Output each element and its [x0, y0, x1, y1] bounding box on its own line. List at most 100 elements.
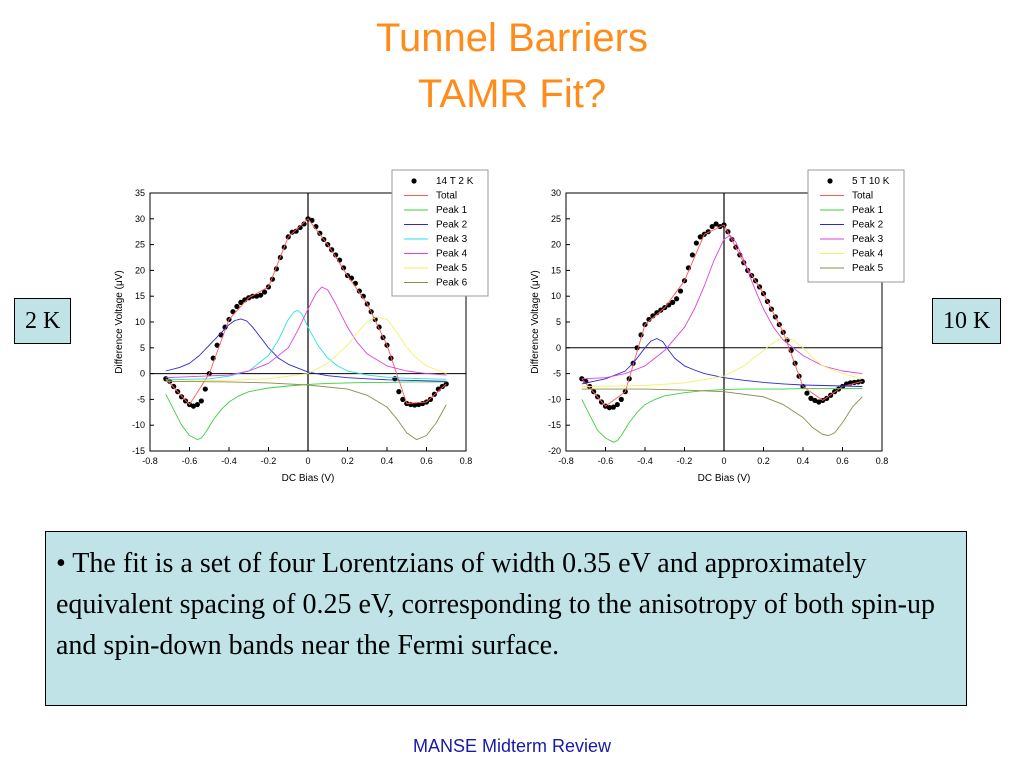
chart2-y-tick-label: 15	[551, 265, 561, 275]
chart1-legend-label: 14 T 2 K	[436, 176, 474, 187]
chart1-data-point	[333, 252, 339, 258]
chart2-legend-label: Total	[852, 191, 873, 202]
chart2-data-point	[614, 401, 620, 408]
slide-title-line1: Tunnel Barriers	[376, 16, 648, 60]
chart2-data-point	[709, 223, 715, 230]
chart2-series-line-3	[581, 338, 863, 387]
chart1-x-tick-label: 0.2	[341, 456, 354, 466]
chart1-data-point	[254, 293, 260, 299]
chart1-legend-label: Peak 6	[436, 278, 468, 289]
chart2-data-point	[816, 399, 822, 405]
chart1-legend-label: Peak 5	[436, 263, 468, 274]
chart1-data-point	[416, 401, 422, 408]
chart1-legend-label: Peak 4	[436, 249, 468, 260]
chart1-legend-marker	[411, 178, 417, 184]
chart1-series-line-3	[165, 318, 447, 382]
chart1-x-tick-label: -0.4	[221, 456, 237, 466]
chart2-data-point	[646, 316, 652, 323]
chart1-data-point	[427, 396, 434, 402]
chart1-legend-label: Peak 1	[436, 205, 468, 216]
chart2-data-point	[812, 397, 818, 404]
chart2-data-point	[693, 240, 699, 246]
chart2-y-tick-label: 30	[551, 188, 561, 198]
chart1-data-point	[238, 299, 244, 305]
chart1-y-tick-label: -10	[132, 420, 145, 430]
chart-10k: -0.8 -0.6 -0.4 -0.2 0 0.2 0.4 0.6 0.8 -20 -15 -10 -5…	[530, 169, 905, 484]
chart2-data-point	[697, 234, 703, 240]
footer: MANSE Midterm Review	[412, 736, 612, 756]
chart1-data-point	[392, 376, 398, 382]
chart2-legend-box	[807, 169, 905, 283]
chart1-legend-box	[391, 169, 489, 297]
bullet-text: • The fit is a set of four Lorentzians o…	[56, 548, 935, 661]
explanation-textbox: • The fit is a set of four Lorentzians o…	[45, 531, 967, 706]
chart1-data-point	[198, 398, 204, 404]
chart2-x-tick-label: 0.4	[797, 456, 810, 466]
chart2-y-tick-label: 20	[551, 240, 561, 250]
chart1-data-point	[214, 342, 220, 348]
chart2-data-point	[713, 221, 719, 227]
chart1-data-point	[179, 394, 185, 400]
chart2-data-point	[689, 252, 695, 258]
chart1-data-point	[356, 288, 362, 294]
chart2-data-point	[658, 307, 664, 313]
chart1-x-tick-label: -0.6	[182, 456, 198, 466]
chart2-x-tick-label: 0	[721, 456, 726, 466]
chart1-legend-label: Total	[436, 191, 457, 202]
chart1-data-point	[301, 221, 307, 227]
chart2-y-axis-label: Difference Voltage (μV)	[530, 270, 541, 373]
chart1-x-tick-label: 0	[305, 456, 310, 466]
chart1-x-tick-label: -0.2	[261, 456, 277, 466]
temperature-label-10k: 10 K	[932, 298, 1002, 344]
chart2-y-tick-label: -10	[548, 394, 561, 404]
chart1-data-point	[396, 389, 402, 395]
chart1-data-point	[352, 280, 358, 286]
chart1-data-point	[439, 383, 445, 390]
chart2-data-point	[804, 390, 810, 396]
chart2-series-line-5	[581, 337, 863, 387]
chart1-y-tick-label: 15	[135, 291, 145, 301]
chart1-legend-label: Peak 2	[436, 220, 468, 231]
chart2-series-line-1	[581, 224, 863, 407]
chart1-x-tick-label: -0.8	[142, 456, 158, 466]
chart1-data-point	[261, 289, 268, 295]
chart2-x-tick-label: -0.8	[558, 456, 574, 466]
chart1-data-point	[412, 402, 418, 408]
chart2-legend-label: Peak 4	[852, 249, 884, 260]
chart2-data-point	[670, 299, 676, 305]
chart2-legend-marker	[827, 178, 833, 184]
chart2-y-tick-label: 25	[551, 214, 561, 224]
chart2-legend-label: Peak 1	[852, 205, 884, 216]
chart1-data-point	[293, 228, 299, 234]
slide-title-line2: TAMR Fit?	[417, 72, 607, 116]
chart2-x-tick-label: -0.6	[598, 456, 614, 466]
chart2-data-point	[674, 296, 680, 302]
chart1-data-point	[297, 224, 303, 231]
chart2-y-tick-label: 10	[551, 291, 561, 301]
chart2-y-tick-label: 0	[556, 343, 561, 353]
chart1-series-line-4	[165, 310, 447, 381]
chart1-series-line-7	[165, 380, 447, 441]
chart2-data-point	[808, 395, 814, 401]
chart2-legend-label: Peak 2	[852, 220, 884, 231]
chart1-y-tick-label: 0	[140, 369, 145, 379]
chart2-x-tick-label: 0.2	[757, 456, 770, 466]
chart2-x-tick-label: 0.8	[876, 456, 889, 466]
chart1-y-tick-label: 35	[135, 188, 145, 198]
chart1-x-tick-label: 0.4	[381, 456, 394, 466]
chart1-data-point	[360, 293, 366, 299]
chart1-series-line-6	[165, 316, 447, 382]
chart1-y-tick-label: 30	[135, 214, 145, 224]
chart2-y-tick-label: -20	[548, 446, 561, 456]
chart1-y-tick-label: -5	[137, 394, 145, 404]
chart1-x-axis-label: DC Bias (V)	[282, 473, 335, 484]
chart1-y-tick-label: 25	[135, 240, 145, 250]
chart2-series-line-2	[581, 388, 863, 443]
chart1-data-point	[400, 396, 406, 402]
chart1-data-point	[202, 386, 208, 392]
chart2-y-tick-label: -15	[548, 420, 561, 430]
chart2-series-line-4	[581, 234, 863, 380]
temperature-label-2k: 2 K	[14, 298, 72, 344]
chart1-data-point	[171, 383, 177, 390]
chart2-legend-label: Peak 5	[852, 263, 884, 274]
